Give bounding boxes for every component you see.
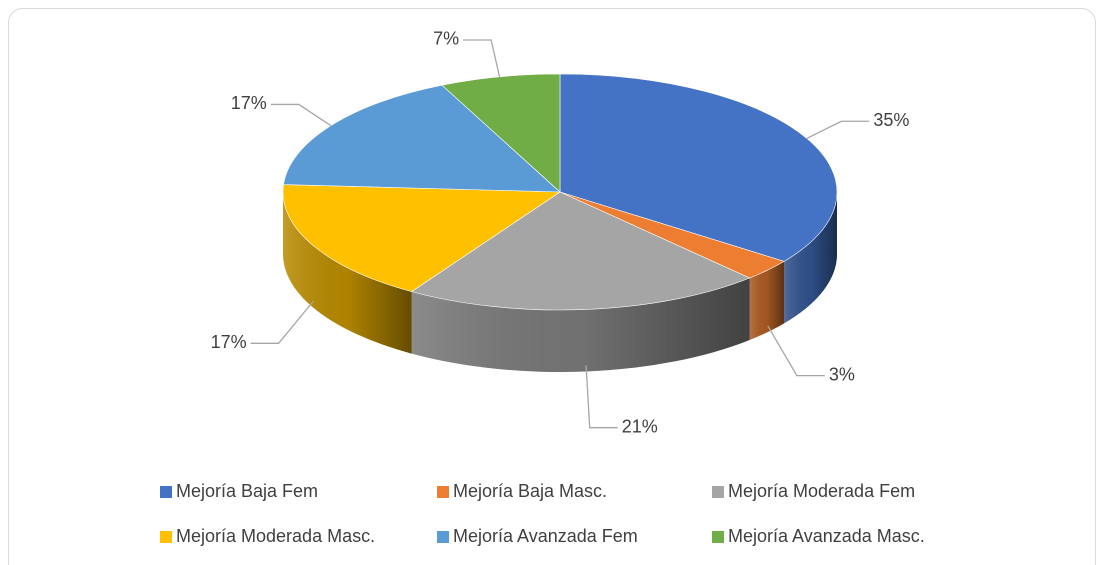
legend-label: Mejoría Moderada Masc. (176, 526, 375, 546)
data-label: 3% (829, 364, 855, 384)
data-label: 7% (433, 29, 459, 49)
data-label: 17% (231, 93, 267, 113)
leader-line (585, 365, 618, 429)
legend-label: Mejoría Baja Masc. (453, 481, 607, 501)
data-label: 17% (211, 332, 247, 352)
data-label: 35% (873, 110, 909, 130)
leader-line (270, 103, 332, 127)
leader-line (806, 120, 870, 140)
slice-side-shade (784, 192, 838, 324)
slice (441, 73, 561, 193)
legend-label: Mejoría Baja Fem (176, 481, 318, 501)
slice-side-shade (283, 192, 412, 354)
legend-label: Mejoría Moderada Fem (728, 481, 915, 501)
legend-swatch (160, 531, 172, 543)
slice (410, 191, 751, 311)
leader-line (463, 39, 501, 77)
legend-swatch (712, 531, 724, 543)
slice (283, 84, 561, 193)
leader-line (250, 300, 314, 344)
slice-side-shade (749, 261, 785, 341)
leader-line (767, 325, 825, 377)
slice (282, 184, 561, 292)
legend-swatch (437, 531, 449, 543)
legend-label: Mejoría Avanzada Masc. (728, 526, 925, 546)
legend-swatch (712, 486, 724, 498)
data-label: 21% (622, 416, 658, 436)
legend-swatch (437, 486, 449, 498)
legend-label: Mejoría Avanzada Fem (453, 526, 638, 546)
legend-swatch (160, 486, 172, 498)
